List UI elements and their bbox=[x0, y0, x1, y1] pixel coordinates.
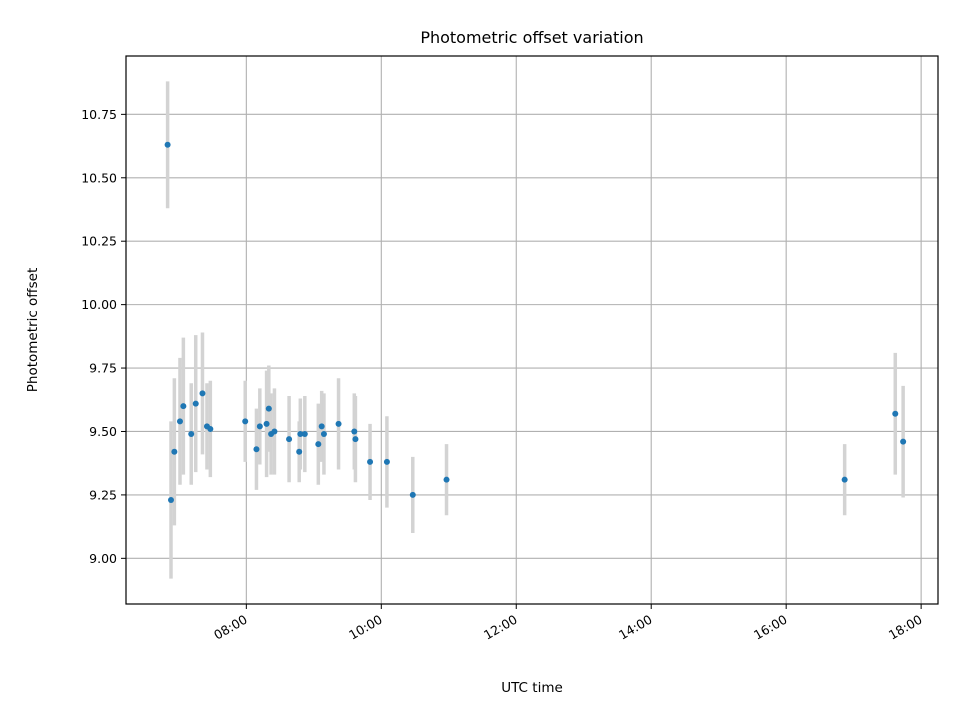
data-point bbox=[271, 428, 278, 435]
y-tick-label: 10.25 bbox=[81, 234, 117, 249]
y-tick-label: 10.50 bbox=[81, 170, 117, 185]
x-axis-title: UTC time bbox=[501, 680, 563, 696]
data-point bbox=[383, 458, 390, 465]
data-point bbox=[199, 390, 206, 397]
data-point bbox=[892, 410, 899, 417]
data-point bbox=[352, 436, 359, 443]
data-point bbox=[256, 423, 263, 430]
data-point bbox=[192, 400, 199, 407]
data-point bbox=[335, 420, 342, 427]
y-tick-label: 9.25 bbox=[89, 487, 117, 502]
data-point bbox=[315, 441, 322, 448]
data-point bbox=[253, 446, 260, 453]
data-point bbox=[409, 491, 416, 498]
data-point bbox=[188, 431, 195, 438]
chart-title: Photometric offset variation bbox=[420, 28, 643, 47]
y-tick-label: 9.00 bbox=[89, 551, 117, 566]
y-tick-label: 10.00 bbox=[81, 297, 117, 312]
data-point bbox=[841, 476, 848, 483]
data-point bbox=[443, 476, 450, 483]
data-point bbox=[176, 418, 183, 425]
y-axis-title: Photometric offset bbox=[25, 268, 41, 392]
data-point bbox=[242, 418, 249, 425]
data-point bbox=[297, 431, 304, 438]
data-point bbox=[367, 458, 374, 465]
data-point bbox=[263, 420, 270, 427]
y-tick-label: 10.75 bbox=[81, 107, 117, 122]
data-point bbox=[296, 448, 303, 455]
y-tick-label: 9.75 bbox=[89, 361, 117, 376]
data-point bbox=[265, 405, 272, 412]
data-point bbox=[900, 438, 907, 445]
data-point bbox=[351, 428, 358, 435]
plot-area-frame bbox=[125, 55, 939, 605]
data-point bbox=[318, 423, 325, 430]
data-point bbox=[180, 403, 187, 410]
data-point bbox=[301, 431, 308, 438]
point-layer bbox=[164, 141, 907, 503]
y-tick-label: 9.50 bbox=[89, 424, 117, 439]
data-point bbox=[320, 431, 327, 438]
data-point bbox=[171, 448, 178, 455]
data-point bbox=[167, 496, 174, 503]
data-point bbox=[207, 425, 214, 432]
data-point bbox=[164, 141, 171, 148]
data-point bbox=[286, 436, 293, 443]
y-axis-ticks: 9.00 9.25 9.50 9.75 10.00 10.25 10.50 10.75 bbox=[81, 107, 126, 566]
grid-layer bbox=[126, 56, 938, 604]
